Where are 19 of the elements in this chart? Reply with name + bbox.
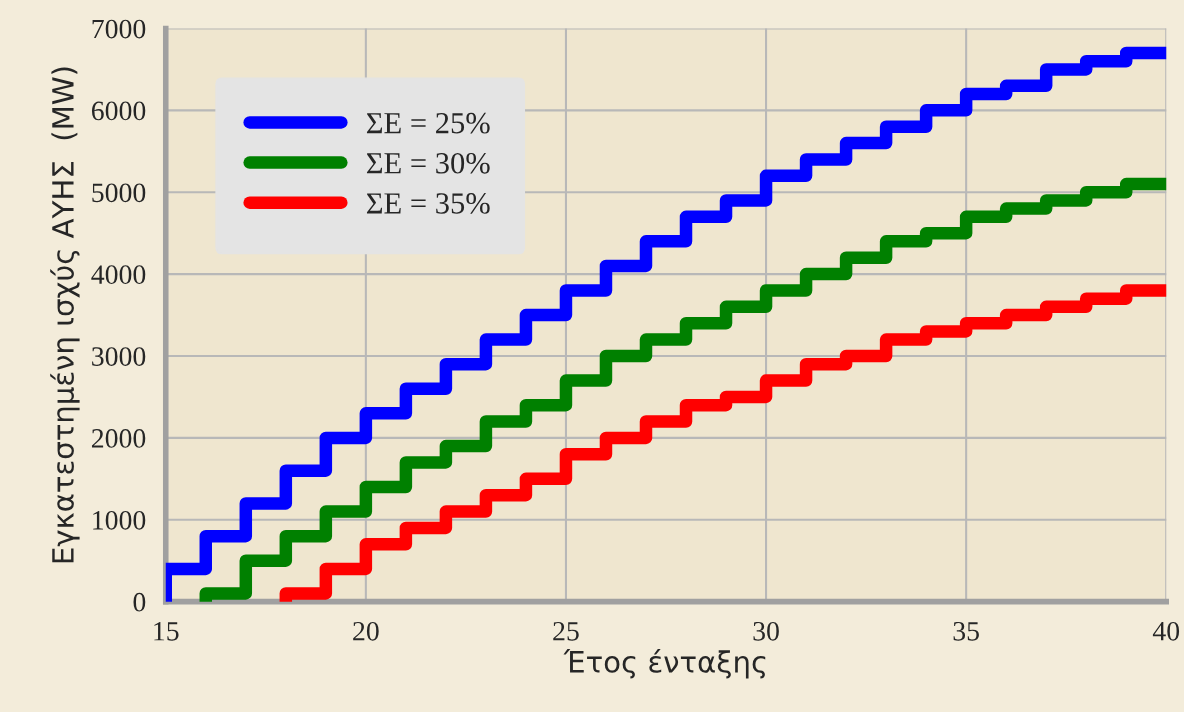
- x-tick-label: 30: [753, 621, 779, 641]
- legend-label: ΣΕ = 35%: [366, 193, 490, 214]
- y-tick-label: 3000: [92, 347, 146, 366]
- x-tick-label: 40: [1152, 621, 1180, 641]
- legend-label: ΣΕ = 30%: [366, 152, 490, 174]
- x-axis-title: Έτος ένταξης: [563, 649, 766, 679]
- y-tick-label: 5000: [92, 183, 146, 203]
- y-tick-label: 7000: [92, 19, 146, 39]
- legend-label: ΣΕ = 25%: [366, 112, 490, 134]
- x-tick-label: 35: [953, 621, 979, 641]
- y-tick-label: 6000: [91, 101, 146, 121]
- x-tick-label: 20: [353, 621, 379, 641]
- y-axis-title: Εγκατεστημένη ισχύς ΑΥΗΣ (MW): [50, 67, 80, 563]
- y-tick-label: 2000: [91, 429, 146, 448]
- y-tick-label: 1000: [93, 510, 146, 530]
- y-tick-label: 0: [133, 592, 146, 612]
- y-tick-label: 4000: [91, 265, 146, 285]
- x-tick-label: 25: [553, 621, 579, 641]
- x-tick-label: 15: [154, 622, 179, 641]
